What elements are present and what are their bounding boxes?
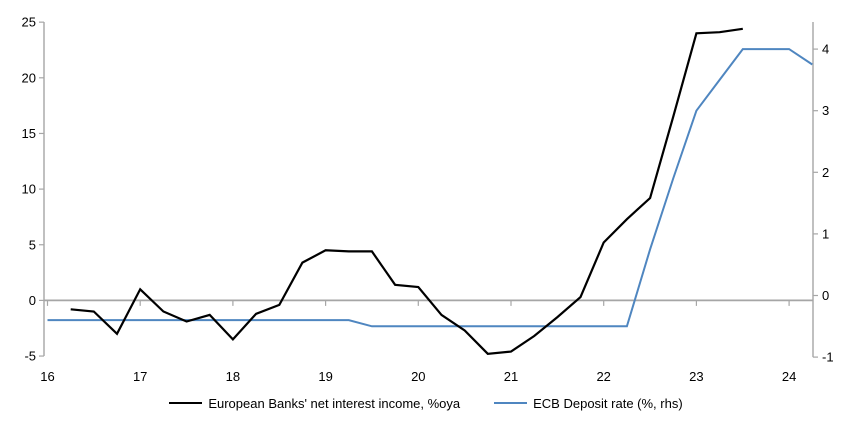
x-axis-tick-label: 17 (133, 369, 147, 384)
chart-legend: European Banks' net interest income, %oy… (0, 391, 852, 415)
y-axis-left-tick-label: 0 (29, 293, 36, 308)
x-axis-tick-label: 21 (504, 369, 518, 384)
y-axis-right-tick-label: 4 (822, 42, 829, 57)
series-line-nii (70, 27, 743, 355)
y-axis-right-tick-label: -1 (822, 350, 834, 365)
x-axis-tick-label: 20 (411, 369, 425, 384)
legend-swatch-nii (169, 402, 203, 404)
x-axis-tick-label: 22 (596, 369, 610, 384)
y-axis-right-tick-label: 2 (822, 165, 829, 180)
y-axis-left-tick-label: 15 (22, 126, 36, 141)
legend-item-ecb: ECB Deposit rate (%, rhs) (494, 397, 683, 410)
y-axis-right-tick-label: 3 (822, 103, 829, 118)
y-axis-left-tick-label: 10 (22, 182, 36, 197)
y-axis-left-tick-label: 25 (22, 15, 36, 30)
y-axis-left-tick-label: 5 (29, 237, 36, 252)
series-line-ecb (47, 48, 813, 328)
x-axis-tick-label: 23 (689, 369, 703, 384)
legend-swatch-ecb (494, 402, 528, 404)
legend-label-ecb: ECB Deposit rate (%, rhs) (533, 395, 683, 411)
legend-label-nii: European Banks' net interest income, %oy… (208, 395, 461, 411)
y-axis-left-tick-label: 20 (22, 70, 36, 85)
x-axis-tick-label: 24 (782, 369, 796, 384)
legend-item-nii: European Banks' net interest income, %oy… (169, 397, 460, 410)
y-axis-right-tick-label: 0 (822, 288, 829, 303)
x-axis-tick-label: 16 (40, 369, 54, 384)
y-axis-left-tick-label: -5 (24, 349, 36, 364)
y-axis-right-tick-label: 1 (822, 226, 829, 241)
x-axis-tick-label: 19 (318, 369, 332, 384)
x-axis-tick-label: 18 (226, 369, 240, 384)
